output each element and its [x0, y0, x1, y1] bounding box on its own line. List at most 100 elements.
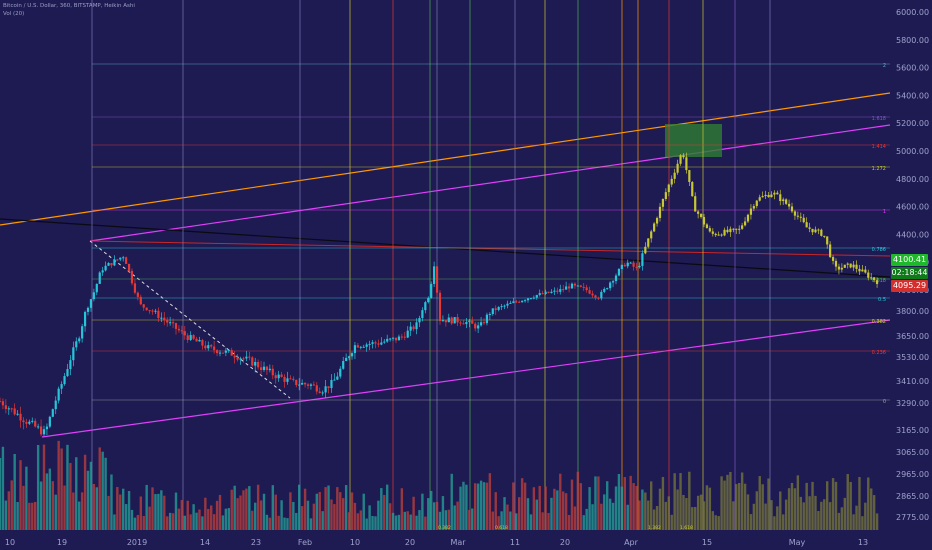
- white-dashed-line[interactable]: [89, 240, 291, 399]
- candle-body: [562, 289, 565, 291]
- candle-body: [339, 368, 342, 377]
- candle-body: [471, 320, 474, 324]
- candle-body: [69, 360, 72, 370]
- volume-bar: [148, 506, 151, 530]
- candle-body: [312, 384, 315, 386]
- candle-body: [283, 376, 286, 382]
- candle-body: [333, 379, 336, 381]
- volume-bar: [808, 496, 811, 530]
- candle-body: [594, 295, 597, 298]
- candle-body: [875, 280, 879, 284]
- candle-body: [224, 350, 227, 353]
- volume-bar: [650, 481, 653, 530]
- candle-body: [453, 317, 456, 324]
- candle-body: [834, 260, 838, 267]
- candle-body: [415, 322, 418, 330]
- volume-bar: [843, 497, 846, 530]
- volume-bar: [89, 461, 93, 530]
- volume-bar: [685, 498, 688, 530]
- candle-body: [104, 265, 107, 271]
- candle-body: [667, 184, 670, 193]
- x-axis-tick-label: Feb: [298, 538, 312, 547]
- magenta-upper-channel-line[interactable]: [89, 124, 891, 242]
- y-axis-tick-label: 3410.00: [896, 377, 929, 386]
- candle-body: [846, 263, 849, 265]
- candle-body: [526, 298, 530, 301]
- candle-body: [421, 310, 424, 319]
- red-horizontal-line[interactable]: [89, 240, 891, 257]
- candle-body: [345, 357, 348, 362]
- candle-body: [679, 155, 682, 164]
- volume-bar: [151, 487, 154, 530]
- candle-body: [485, 314, 489, 324]
- volume-bar: [664, 501, 668, 530]
- volume-bar: [69, 463, 72, 530]
- volume-bar: [861, 516, 864, 530]
- candle-body: [758, 197, 761, 201]
- volume-bar: [286, 518, 289, 530]
- candle-body: [808, 227, 811, 229]
- volume-bar: [626, 504, 629, 530]
- volume-bar: [529, 514, 533, 530]
- candle-body: [22, 420, 25, 423]
- candle-body: [377, 343, 380, 345]
- candle-body: [257, 362, 260, 368]
- candle-body: [503, 305, 506, 307]
- x-axis-tick-label: 2019: [127, 538, 147, 547]
- candle-body: [389, 338, 392, 340]
- x-axis-tick-label: Mar: [450, 538, 466, 547]
- candle-body: [336, 376, 339, 380]
- volume-bar: [192, 504, 195, 530]
- candle-body: [236, 357, 239, 360]
- candle-body: [785, 199, 788, 204]
- volume-bar: [638, 500, 641, 530]
- volume-bar: [104, 457, 107, 530]
- y-axis-tick-label: 4800.00: [896, 175, 929, 184]
- candle-body: [286, 378, 289, 382]
- candle-body: [368, 343, 371, 345]
- magenta-lower-channel-line[interactable]: [41, 319, 891, 438]
- volume-bar: [227, 508, 230, 530]
- candle-body: [726, 229, 729, 233]
- candle-body: [7, 408, 10, 410]
- volume-bar: [535, 499, 538, 530]
- last-price-badge: 4100.41: [891, 254, 928, 266]
- volume-bar: [623, 477, 626, 530]
- candle-body: [694, 196, 697, 212]
- volume-bar: [63, 485, 66, 530]
- candle-body: [347, 356, 351, 358]
- candle-body: [849, 263, 852, 268]
- candle-body: [125, 257, 128, 264]
- volume-bar: [391, 512, 395, 530]
- volume-bar: [790, 482, 794, 530]
- volume-bar: [482, 482, 486, 530]
- candle-body: [500, 306, 503, 308]
- volume-bar: [793, 488, 797, 530]
- candle-body: [0, 401, 2, 403]
- candle-body: [805, 222, 808, 228]
- candle-body: [691, 181, 694, 197]
- candle-body: [303, 382, 307, 385]
- volume-bar: [350, 492, 354, 530]
- volume-bar: [13, 453, 16, 530]
- volume-bar: [300, 506, 304, 530]
- green-target-box[interactable]: [665, 124, 722, 157]
- candle-body: [195, 338, 198, 342]
- volume-bar: [160, 490, 163, 530]
- volume-bar: [541, 512, 544, 530]
- volume-bar: [92, 484, 96, 530]
- candle-body: [641, 253, 644, 266]
- candle-body: [92, 292, 95, 300]
- candle-body: [362, 346, 365, 348]
- volume-bar: [696, 495, 700, 530]
- volume-bar: [846, 474, 849, 530]
- candle-body: [544, 291, 547, 294]
- candle-body: [280, 374, 283, 377]
- volume-bar: [594, 476, 597, 530]
- orange-upper-trendline[interactable]: [0, 92, 891, 226]
- volume-bar: [124, 504, 128, 530]
- candle-body: [98, 272, 101, 284]
- candle-body: [638, 265, 641, 268]
- candle-body: [462, 323, 465, 325]
